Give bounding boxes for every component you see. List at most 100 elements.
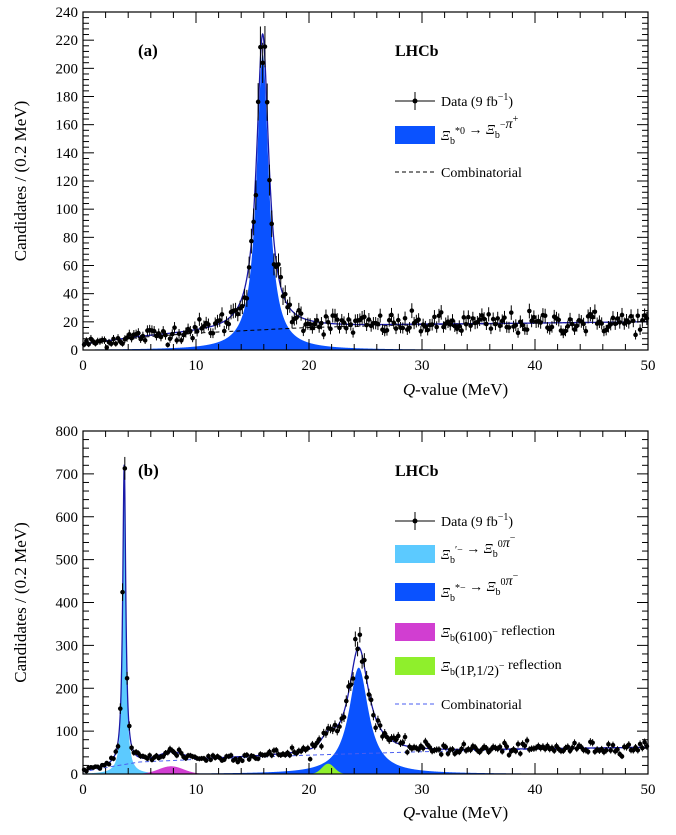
data-point bbox=[477, 317, 482, 322]
data-point bbox=[102, 337, 107, 343]
y-tick-label: 800 bbox=[56, 424, 79, 440]
data-point bbox=[221, 328, 227, 334]
data-point bbox=[316, 324, 322, 330]
y-tick-label: 600 bbox=[56, 510, 79, 526]
x-tick-label: 10 bbox=[189, 782, 204, 798]
total-fit-line bbox=[82, 33, 648, 345]
y-tick-label: 80 bbox=[63, 230, 78, 246]
data-point bbox=[497, 323, 503, 329]
data-point bbox=[615, 316, 620, 321]
data-point bbox=[402, 734, 408, 740]
data-point bbox=[395, 733, 401, 739]
data-point bbox=[626, 320, 632, 325]
data-point bbox=[531, 314, 537, 320]
data-point bbox=[201, 323, 207, 329]
data-point bbox=[106, 762, 112, 767]
data-point bbox=[429, 322, 435, 327]
legend-entry: Data (9 fb−1) bbox=[395, 512, 513, 530]
data-point bbox=[332, 313, 338, 319]
data-point bbox=[572, 740, 577, 746]
data-point bbox=[169, 331, 175, 337]
data-point bbox=[393, 737, 399, 743]
data-point bbox=[493, 321, 498, 327]
data-point bbox=[427, 745, 433, 750]
y-axis-title: Candidates / (0.2 MeV) bbox=[11, 522, 30, 683]
data-point bbox=[192, 324, 198, 330]
data-point bbox=[569, 745, 575, 751]
data-point bbox=[621, 321, 627, 326]
data-point bbox=[619, 754, 625, 759]
x-tick-label: 20 bbox=[302, 358, 317, 374]
data-point bbox=[124, 675, 130, 681]
data-point bbox=[612, 321, 618, 327]
data-point bbox=[484, 321, 489, 327]
data-point bbox=[549, 324, 555, 330]
data-point bbox=[307, 756, 313, 762]
data-point bbox=[163, 332, 168, 338]
x-tick-label: 0 bbox=[79, 782, 87, 798]
y-tick-label: 0 bbox=[71, 767, 79, 783]
data-point bbox=[637, 741, 643, 747]
data-point bbox=[499, 749, 505, 754]
data-point bbox=[240, 758, 245, 764]
data-point bbox=[174, 338, 180, 343]
data-point bbox=[366, 692, 372, 697]
data-point bbox=[353, 636, 358, 642]
data-point bbox=[246, 757, 252, 762]
data-point bbox=[606, 742, 611, 747]
legend-label: Data (9 fb−1) bbox=[441, 512, 513, 530]
data-point bbox=[617, 320, 623, 325]
data-point bbox=[348, 322, 354, 327]
data-point bbox=[380, 734, 385, 739]
data-point bbox=[583, 328, 589, 334]
data-point bbox=[319, 320, 324, 326]
data-point bbox=[160, 328, 166, 334]
data-point bbox=[420, 745, 426, 751]
data-point bbox=[631, 318, 636, 324]
data-point bbox=[551, 748, 557, 754]
data-point bbox=[416, 317, 421, 323]
x-tick-label: 40 bbox=[528, 782, 543, 798]
data-series bbox=[81, 26, 650, 350]
data-point bbox=[463, 321, 469, 327]
data-point bbox=[484, 745, 489, 751]
panel-a: 0 10 20 30 40 50 0 20 40 60 80 100 120 140 160 180 200 22… bbox=[11, 5, 656, 399]
data-point bbox=[610, 742, 616, 748]
data-point bbox=[416, 747, 421, 752]
legend-label: Ξb*0 → Ξb−π+ bbox=[441, 114, 519, 147]
data-point bbox=[179, 750, 184, 756]
data-point bbox=[111, 756, 116, 761]
data-point bbox=[273, 747, 279, 753]
data-point bbox=[590, 740, 595, 746]
y-tick-label: 20 bbox=[63, 315, 78, 331]
component-signal bbox=[83, 54, 648, 350]
data-point bbox=[436, 313, 442, 319]
data-point bbox=[524, 738, 530, 743]
data-point bbox=[341, 320, 347, 325]
data-point bbox=[208, 757, 213, 763]
data-point bbox=[197, 317, 202, 322]
panel-label: (a) bbox=[138, 41, 158, 60]
data-point bbox=[355, 646, 360, 652]
legend-swatch bbox=[395, 657, 435, 675]
data-point bbox=[441, 324, 446, 330]
data-point bbox=[323, 314, 329, 319]
y-tick-label: 100 bbox=[56, 724, 79, 740]
data-point bbox=[423, 324, 428, 329]
data-point bbox=[255, 756, 261, 762]
legend-swatch bbox=[395, 545, 435, 563]
legend-swatch bbox=[395, 583, 435, 601]
legend-label: Ξb′− → Ξb0π− bbox=[441, 533, 516, 566]
data-point bbox=[255, 99, 261, 105]
data-point bbox=[312, 321, 317, 327]
x-axis-title: Q-value (MeV) bbox=[403, 803, 508, 822]
panel-label: (b) bbox=[138, 461, 159, 480]
data-point bbox=[343, 325, 349, 331]
data-point bbox=[585, 749, 591, 755]
data-point bbox=[626, 742, 632, 748]
data-point bbox=[240, 303, 245, 309]
data-point bbox=[127, 332, 132, 337]
data-point bbox=[459, 746, 464, 752]
data-point bbox=[357, 632, 363, 638]
data-point bbox=[524, 327, 530, 332]
